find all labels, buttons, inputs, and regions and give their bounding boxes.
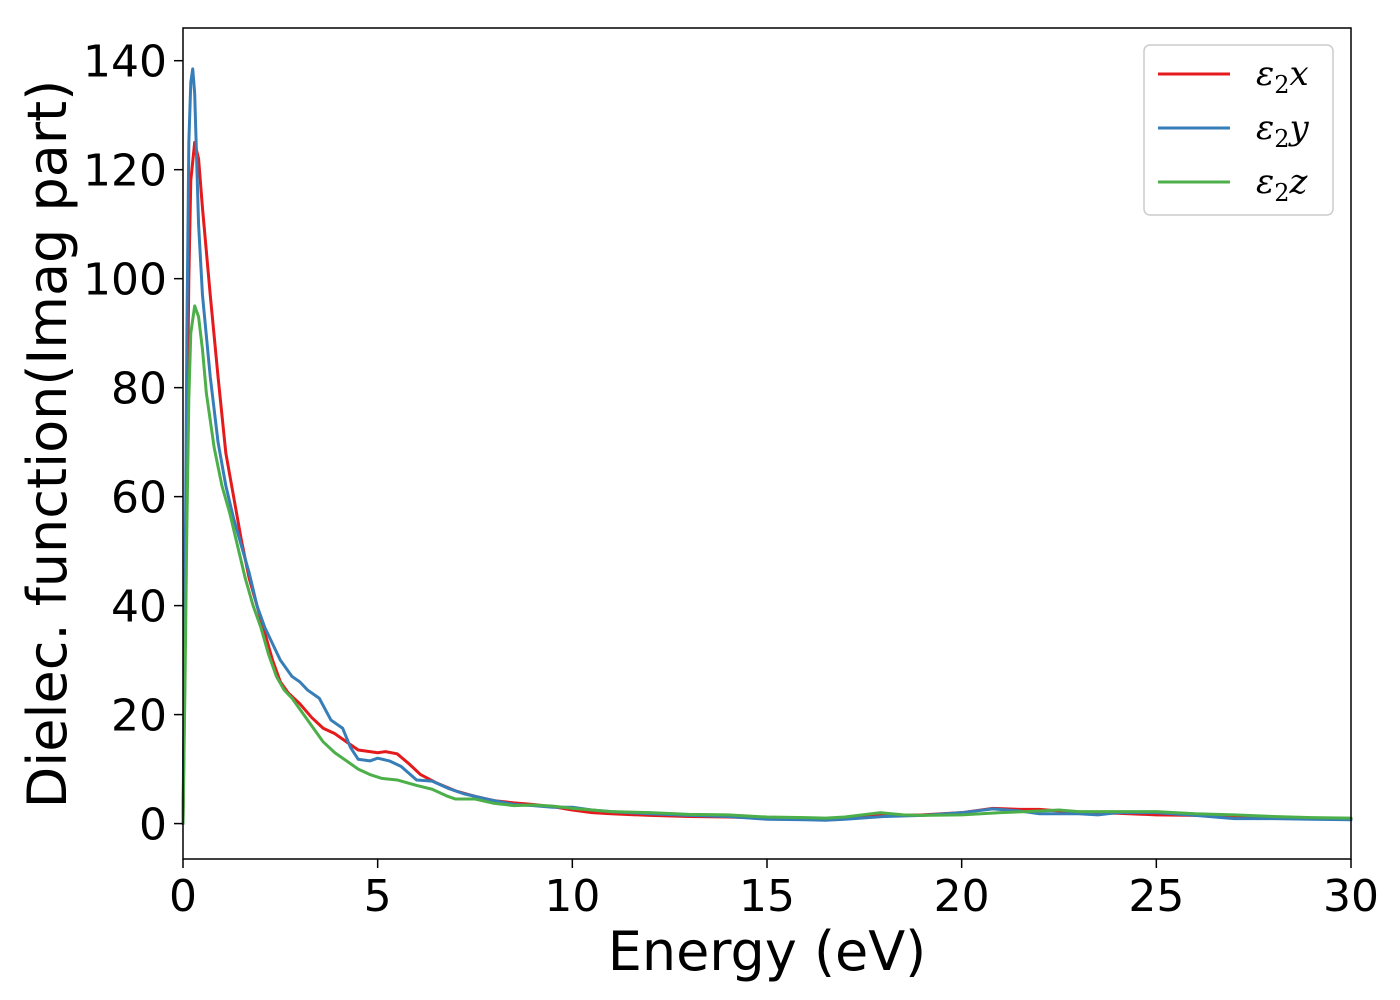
y-axis-label: Dielec. function(Imag part) <box>16 80 79 809</box>
plot-series-layer <box>181 67 1353 826</box>
series-line-0 <box>181 140 1353 826</box>
x-tick-label: 15 <box>739 871 795 922</box>
y-tick-label: 40 <box>111 582 167 633</box>
y-axis: 0 20 40 60 80 100 120 140 <box>83 37 183 851</box>
legend-label-1: ε2y <box>1256 108 1310 153</box>
legend-label-2: ε2z <box>1256 162 1309 207</box>
y-tick-label: 100 <box>83 255 167 306</box>
y-tick-label: 140 <box>83 37 167 88</box>
legend-box <box>1143 44 1334 216</box>
x-axis-label: Energy (eV) <box>608 920 927 983</box>
legend: ε2x ε2y ε2z <box>1143 44 1334 216</box>
x-tick-label: 0 <box>169 871 197 922</box>
x-axis: 0 5 10 15 20 25 30 <box>169 859 1379 922</box>
series-line-2 <box>181 304 1353 826</box>
y-tick-label: 0 <box>139 800 167 851</box>
y-tick-label: 120 <box>83 146 167 197</box>
x-tick-label: 25 <box>1128 871 1184 922</box>
y-tick-label: 20 <box>111 691 167 742</box>
x-tick-label: 10 <box>544 871 600 922</box>
series-line-1 <box>181 67 1353 826</box>
legend-label-0: ε2x <box>1256 54 1309 99</box>
y-tick-label: 80 <box>111 364 167 415</box>
x-tick-label: 20 <box>934 871 990 922</box>
y-tick-label: 60 <box>111 473 167 524</box>
x-tick-label: 30 <box>1323 871 1379 922</box>
x-tick-label: 5 <box>364 871 392 922</box>
